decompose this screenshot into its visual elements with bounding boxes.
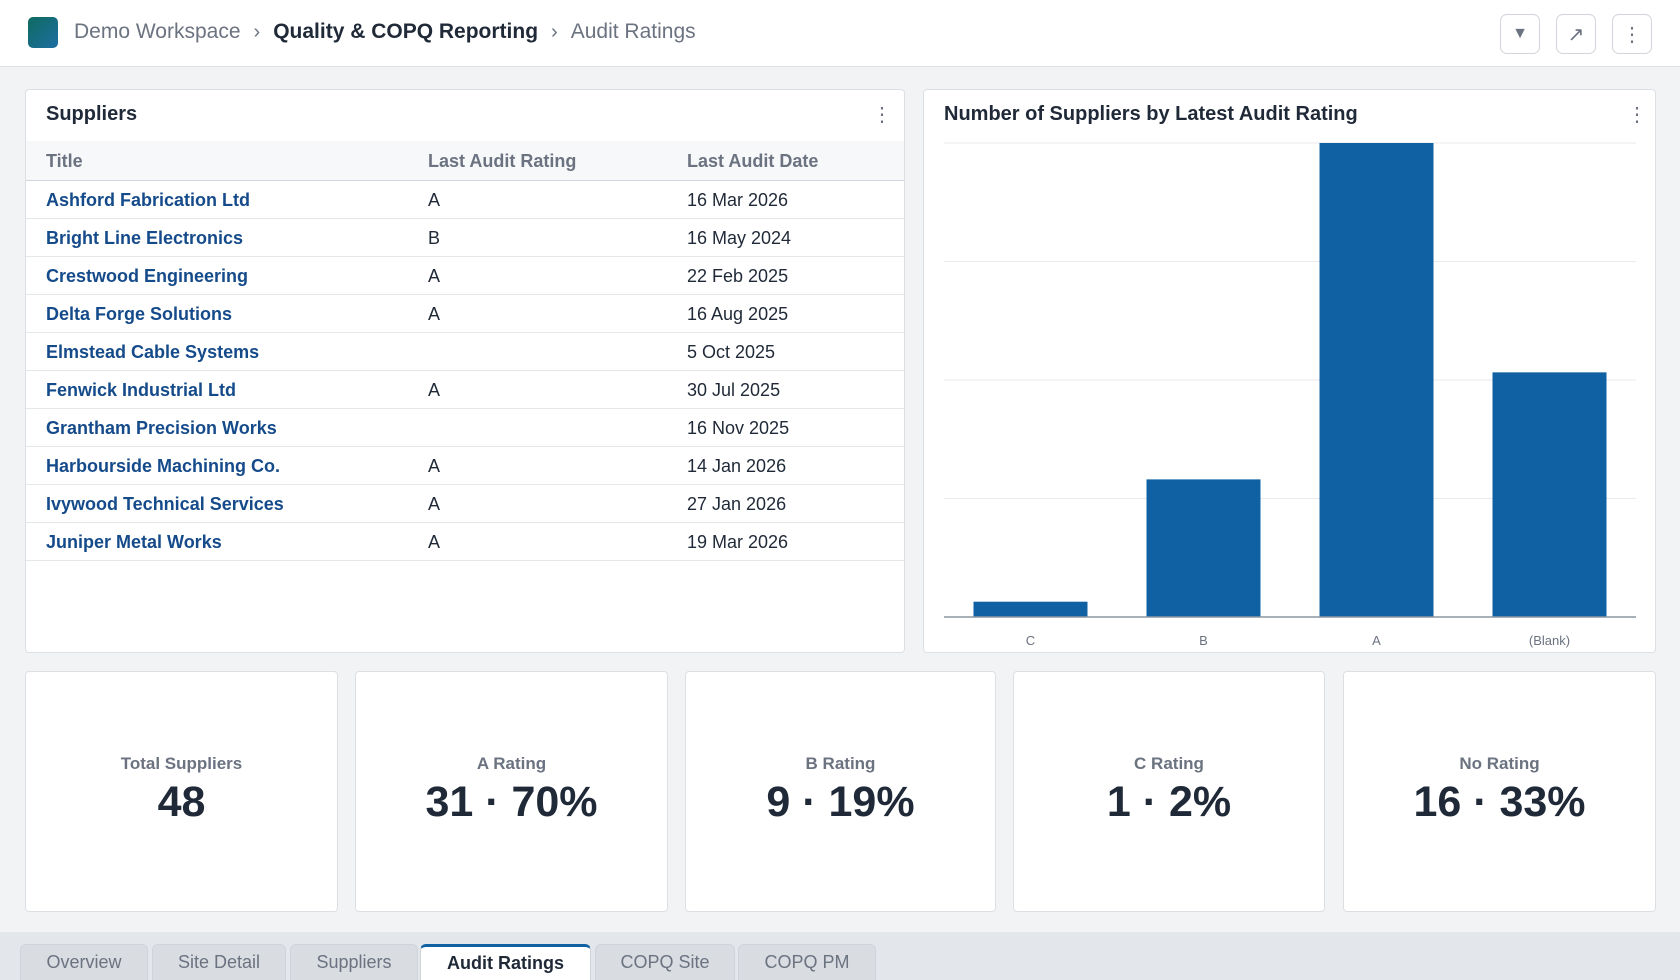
table-row[interactable]: Juniper Metal Works A 19 Mar 2026 xyxy=(26,523,904,561)
column-header-title[interactable]: Title xyxy=(46,151,83,171)
page-tabs: Overview Site Detail Suppliers Audit Rat… xyxy=(0,932,1680,980)
bar-c[interactable] xyxy=(973,601,1088,617)
cell-rating: A xyxy=(428,494,441,514)
table-row[interactable]: Crestwood Engineering A 22 Feb 2025 xyxy=(26,257,904,295)
cell-title[interactable]: Delta Forge Solutions xyxy=(46,304,233,324)
kpi-label: B Rating xyxy=(805,754,876,773)
tab-copq-pm[interactable]: COPQ PM xyxy=(738,944,876,980)
tab-site-detail[interactable]: Site Detail xyxy=(152,944,286,980)
expand-button[interactable]: ↗ xyxy=(1556,14,1596,54)
breadcrumb-report[interactable]: Quality & COPQ Reporting xyxy=(273,20,539,43)
bar-chart: C B A (Blank) xyxy=(944,142,1636,648)
kpi-value: 48 xyxy=(157,778,206,826)
cell-title[interactable]: Grantham Precision Works xyxy=(46,418,277,438)
cell-date: 16 Aug 2025 xyxy=(687,304,789,324)
tab-copq-site[interactable]: COPQ Site xyxy=(595,944,735,980)
chart-title: Number of Suppliers by Latest Audit Rati… xyxy=(944,103,1358,125)
kpi-value: 9 · 19% xyxy=(766,778,915,826)
bar-a[interactable] xyxy=(1319,143,1434,617)
cell-title[interactable]: Fenwick Industrial Ltd xyxy=(46,380,237,400)
expand-icon: ↗ xyxy=(1567,23,1585,46)
table-header: Title Last Audit Rating Last Audit Date xyxy=(26,141,904,181)
table-row[interactable]: Harbourside Machining Co. A 14 Jan 2026 xyxy=(26,447,904,485)
cell-rating: A xyxy=(428,190,441,210)
cell-title[interactable]: Elmstead Cable Systems xyxy=(46,342,260,362)
x-tick-label: (Blank) xyxy=(1529,633,1570,648)
column-header-rating[interactable]: Last Audit Rating xyxy=(428,151,577,171)
x-tick-label: B xyxy=(1199,633,1208,648)
cell-date: 16 May 2024 xyxy=(687,228,792,248)
kpi-value: 1 · 2% xyxy=(1106,778,1232,826)
kpi-label: C Rating xyxy=(1134,754,1204,773)
more-icon: ⋮ xyxy=(1622,23,1642,46)
cell-date: 14 Jan 2026 xyxy=(687,456,787,476)
x-tick-label: C xyxy=(1026,633,1035,648)
bar-blank[interactable] xyxy=(1492,372,1607,617)
x-tick-label: A xyxy=(1372,633,1381,648)
cell-date: 5 Oct 2025 xyxy=(687,342,776,362)
cell-title[interactable]: Ashford Fabrication Ltd xyxy=(46,190,250,210)
table-row[interactable]: Elmstead Cable Systems 5 Oct 2025 xyxy=(26,333,904,371)
kpi-label: No Rating xyxy=(1459,754,1540,773)
chart-panel: Number of Suppliers by Latest Audit Rati… xyxy=(923,89,1656,653)
cell-date: 22 Feb 2025 xyxy=(687,266,789,286)
kpi-no-rating: No Rating 16 · 33% xyxy=(1343,671,1656,912)
bar-b[interactable] xyxy=(1146,479,1261,617)
kpi-label: A Rating xyxy=(476,754,547,773)
table-row[interactable]: Ivywood Technical Services A 27 Jan 2026 xyxy=(26,485,904,523)
breadcrumb-separator-icon: › xyxy=(253,20,261,43)
cell-date: 16 Mar 2026 xyxy=(687,190,789,210)
cell-rating: B xyxy=(428,228,441,248)
cell-date: 30 Jul 2025 xyxy=(687,380,781,400)
table-row[interactable]: Fenwick Industrial Ltd A 30 Jul 2025 xyxy=(26,371,904,409)
cell-title[interactable]: Juniper Metal Works xyxy=(46,532,222,552)
breadcrumb-workspace[interactable]: Demo Workspace xyxy=(74,20,241,43)
workspace-logo[interactable] xyxy=(28,17,58,48)
filter-icon: ▼ xyxy=(1512,25,1528,42)
top-header: Demo Workspace › Quality & COPQ Reportin… xyxy=(0,0,1680,67)
cell-title[interactable]: Crestwood Engineering xyxy=(46,266,249,286)
suppliers-panel: Suppliers ⋮ Title Last Audit Rating Last… xyxy=(25,89,905,653)
cell-rating: A xyxy=(428,266,441,286)
kpi-value: 31 · 70% xyxy=(425,778,598,826)
breadcrumb-page: Audit Ratings xyxy=(570,20,696,43)
table-row[interactable]: Bright Line Electronics B 16 May 2024 xyxy=(26,219,904,257)
suppliers-panel-more-icon[interactable]: ⋮ xyxy=(872,104,892,126)
tab-audit-ratings[interactable]: Audit Ratings xyxy=(420,944,591,980)
kpi-label: Total Suppliers xyxy=(120,754,243,773)
cell-title[interactable]: Harbourside Machining Co. xyxy=(46,456,281,476)
table-row[interactable]: Ashford Fabrication Ltd A 16 Mar 2026 xyxy=(26,181,904,219)
filter-button[interactable]: ▼ xyxy=(1500,14,1540,54)
more-options-button[interactable]: ⋮ xyxy=(1612,14,1652,54)
tab-suppliers[interactable]: Suppliers xyxy=(290,944,418,980)
kpi-a-rating: A Rating 31 · 70% xyxy=(355,671,668,912)
chart-panel-more-icon[interactable]: ⋮ xyxy=(1627,104,1647,126)
kpi-total-suppliers: Total Suppliers 48 xyxy=(25,671,338,912)
breadcrumb-separator-icon: › xyxy=(551,20,558,43)
tab-overview[interactable]: Overview xyxy=(20,944,148,980)
suppliers-panel-title: Suppliers xyxy=(46,103,138,125)
cell-date: 19 Mar 2026 xyxy=(687,532,789,552)
cell-date: 27 Jan 2026 xyxy=(687,494,787,514)
cell-rating: A xyxy=(428,456,441,476)
column-header-date[interactable]: Last Audit Date xyxy=(687,151,819,171)
cell-title[interactable]: Ivywood Technical Services xyxy=(46,494,284,514)
cell-rating: A xyxy=(428,304,441,324)
cell-date: 16 Nov 2025 xyxy=(687,418,790,438)
cell-rating: A xyxy=(428,532,441,552)
table-row[interactable]: Delta Forge Solutions A 16 Aug 2025 xyxy=(26,295,904,333)
breadcrumb: Demo Workspace › Quality & COPQ Reportin… xyxy=(74,20,696,44)
kpi-value: 16 · 33% xyxy=(1413,778,1586,826)
cell-rating: A xyxy=(428,380,441,400)
cell-title[interactable]: Bright Line Electronics xyxy=(46,228,244,248)
kpi-b-rating: B Rating 9 · 19% xyxy=(685,671,996,912)
table-row[interactable]: Grantham Precision Works 16 Nov 2025 xyxy=(26,409,904,447)
kpi-c-rating: C Rating 1 · 2% xyxy=(1013,671,1325,912)
